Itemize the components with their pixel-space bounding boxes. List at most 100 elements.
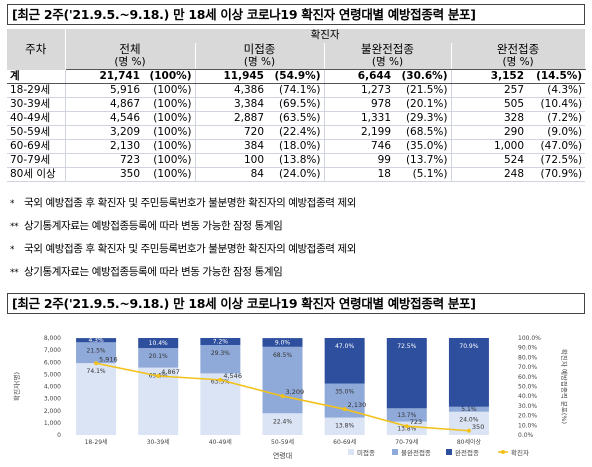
- cell-inc: 746: [323, 139, 394, 154]
- cell-un: 3,384: [194, 97, 267, 112]
- cell-total: 4,867: [64, 97, 143, 112]
- y-axis-title: 확진자(명): [12, 372, 21, 401]
- bar-complete: [138, 338, 179, 349]
- row-label: 40-49세: [7, 111, 65, 126]
- bar-unvaccinated: [324, 417, 365, 435]
- row-label: 70-79세: [7, 153, 65, 168]
- cell-inc_p: (30.6%): [394, 69, 451, 84]
- row-label: 80세 이상: [7, 167, 65, 182]
- y2-tick-label: 10.0%: [518, 422, 537, 429]
- footnote-mark: **: [10, 222, 19, 232]
- cell-total_p: (100%): [143, 139, 195, 154]
- cell-un_p: (54.9%): [267, 69, 324, 84]
- line-point: [404, 424, 409, 429]
- cell-un_p: (18.0%): [267, 139, 324, 154]
- line-data-label: 350: [472, 423, 484, 431]
- y2-tick-label: 60.0%: [518, 374, 537, 381]
- cell-full: 3,152: [450, 69, 527, 84]
- bar-data-label: 29.3%: [211, 350, 230, 357]
- y2-axis-title: 확진자 예방접종력 분포(%): [560, 349, 569, 424]
- y-tick-label: 5,000: [44, 371, 61, 378]
- group-header-total: 전체: [65, 42, 196, 56]
- y-tick-label: 2,000: [44, 408, 61, 415]
- legend-line-marker: [501, 450, 505, 454]
- cell-inc: 1,273: [323, 83, 394, 98]
- cell-full: 524: [450, 153, 527, 168]
- bar-data-label: 20.1%: [149, 353, 168, 360]
- vaccination-table: 주차 확진자 전체 미접종 불완전접종 완전접종 (명 %) (명 %) (명 …: [7, 29, 586, 182]
- cell-full_p: (9.0%): [527, 125, 586, 140]
- cell-full: 290: [450, 125, 527, 140]
- cell-full_p: (10.4%): [527, 97, 586, 112]
- line-point: [218, 377, 223, 382]
- legend-swatch: [348, 449, 354, 455]
- bar-incomplete: [138, 348, 179, 368]
- y-tick-label: 6,000: [44, 359, 61, 366]
- line-point: [280, 394, 285, 399]
- unit-label: (명 %): [65, 56, 196, 70]
- legend-label: 미접종: [357, 448, 375, 457]
- row-label: 18-29세: [7, 83, 65, 98]
- cell-total_p: (100%): [143, 125, 195, 140]
- y-tick-label: 0: [57, 432, 61, 439]
- cell-inc: 2,199: [323, 125, 394, 140]
- cell-inc: 978: [323, 97, 394, 112]
- bar-complete: [200, 338, 241, 345]
- table-row: 계 21,741 (100%) 11,945 (54.9%) 6,644 (30.6%) 3,…: [7, 69, 586, 84]
- cell-total_p: (100%): [143, 167, 195, 182]
- cell-total: 4,546: [64, 111, 143, 126]
- footnote: ** 상기통계자료는 예방접종등록에 따라 변동 가능한 잠정 통계임: [10, 219, 283, 234]
- cell-un: 720: [194, 125, 267, 140]
- bar-incomplete: [76, 342, 117, 364]
- bar-incomplete: [262, 346, 303, 414]
- group-header-unvaccinated: 미접종: [195, 42, 325, 56]
- y2-tick-label: 90.0%: [518, 345, 537, 352]
- y2-tick-label: 30.0%: [518, 403, 537, 410]
- cell-inc: 18: [323, 167, 394, 182]
- cell-inc_p: (5.1%): [394, 167, 451, 182]
- bar-incomplete: [386, 408, 427, 422]
- row-label: 60-69세: [7, 139, 65, 154]
- line-data-label: 2,130: [348, 401, 367, 409]
- cell-full: 505: [450, 97, 527, 112]
- bar-data-label: 7.2%: [213, 338, 229, 345]
- group-header-incomplete: 불완전접종: [324, 42, 452, 56]
- cell-total: 3,209: [64, 125, 143, 140]
- legend-label: 완전접종: [455, 448, 479, 457]
- cell-un_p: (63.5%): [267, 111, 324, 126]
- x-tick-label: 50-59세: [271, 438, 294, 446]
- cell-total: 350: [64, 167, 143, 182]
- line-data-label: 4,867: [161, 368, 180, 376]
- line-point: [466, 428, 471, 433]
- row-label: 계: [7, 69, 65, 84]
- cell-un: 84: [194, 167, 267, 182]
- bar-data-label: 35.0%: [335, 389, 354, 396]
- table-title: [최근 2주('21.9.5.~9.18.) 만 18세 이상 코로나19 확진…: [7, 4, 585, 25]
- footnote: * 국외 예방접종 후 확진자 및 주민등록번호가 불분명한 확진자의 예방접종력…: [10, 242, 356, 257]
- line-data-label: 4,546: [223, 372, 242, 380]
- x-tick-label: 18-29세: [85, 438, 108, 446]
- footnote: ** 상기통계자료는 예방접종등록에 따라 변동 가능한 잠정 통계임: [10, 265, 283, 280]
- cell-full_p: (4.3%): [527, 83, 586, 98]
- y2-tick-label: 20.0%: [518, 413, 537, 420]
- y-tick-label: 7,000: [44, 347, 61, 354]
- cell-un_p: (24.0%): [267, 167, 324, 182]
- line-point: [156, 373, 161, 378]
- y2-tick-label: 100.0%: [518, 335, 541, 342]
- bar-data-label: 9.0%: [275, 339, 291, 346]
- x-axis-title: 연령대: [273, 452, 292, 460]
- y-tick-label: 1,000: [44, 420, 61, 427]
- cell-total_p: (100%): [143, 83, 195, 98]
- row-label: 50-59세: [7, 125, 65, 140]
- footnote-text: 상기통계자료는 예방접종등록에 따라 변동 가능한 잠정 통계임: [24, 266, 283, 278]
- bar-unvaccinated: [138, 367, 179, 435]
- cell-total_p: (100%): [143, 111, 195, 126]
- bar-data-label: 63.5%: [211, 378, 230, 385]
- y2-tick-label: 50.0%: [518, 384, 537, 391]
- table-row: 70-79세 723 (100%) 100 (13.8%) 99 (13.7%) 524 (72…: [7, 153, 586, 168]
- table-row: 40-49세 4,546 (100%) 2,887 (63.5%) 1,331 (29.3%…: [7, 111, 586, 126]
- bar-data-label: 5.1%: [461, 406, 477, 413]
- stacked-bar-chart: 0 1,000 2,000 3,000 4,000 5,000 6,000 7,000 8,00…: [12, 335, 569, 460]
- cell-total_p: (100%): [143, 153, 195, 168]
- bar-incomplete: [448, 406, 489, 412]
